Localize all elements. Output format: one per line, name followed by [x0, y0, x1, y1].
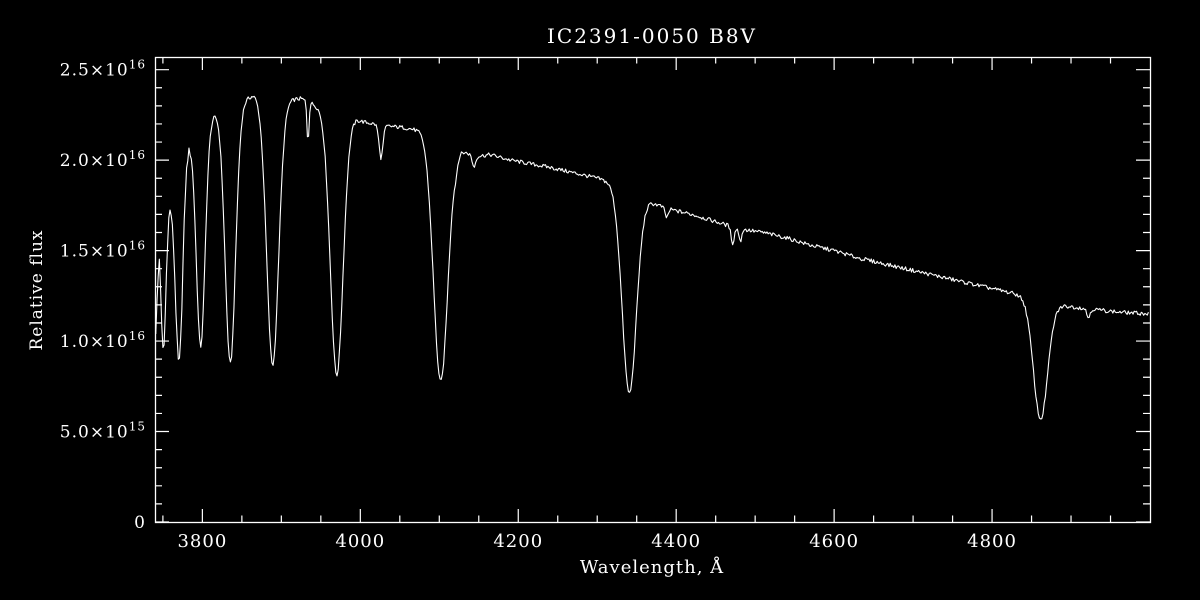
- plot-frame: [154, 56, 1152, 524]
- axis-ticks: [155, 57, 1150, 523]
- chart-title: IC2391-0050 B8V: [547, 24, 757, 48]
- spectrum-line: [155, 95, 1149, 420]
- y-axis-label: Relative flux: [27, 229, 47, 351]
- x-tick-label: 4200: [493, 531, 543, 552]
- x-tick-label: 3800: [177, 531, 227, 552]
- y-tick-label: 2.0×1016: [60, 148, 146, 171]
- x-tick-label: 4600: [809, 531, 859, 552]
- x-tick-label: 4800: [967, 531, 1017, 552]
- y-tick-label: 1.0×1016: [60, 329, 146, 352]
- x-tick-label: 4000: [335, 531, 385, 552]
- y-tick-label: 1.5×1016: [60, 239, 146, 262]
- x-tick-label: 4400: [651, 531, 701, 552]
- y-tick-label: 2.5×1016: [60, 58, 146, 81]
- y-tick-label: 0: [134, 513, 146, 533]
- x-axis-label: Wavelength, Å: [579, 557, 725, 578]
- y-tick-label: 5.0×1015: [60, 420, 146, 443]
